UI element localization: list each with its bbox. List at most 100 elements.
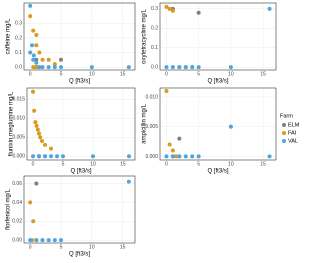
point: [170, 148, 175, 153]
point: [59, 57, 63, 62]
point: [37, 131, 41, 136]
x-tick-label: 10: [89, 71, 95, 77]
point: [34, 60, 39, 65]
point: [177, 154, 182, 159]
point: [52, 65, 57, 70]
x-tick-label: 5: [62, 161, 65, 167]
point: [177, 65, 182, 70]
x-tick-label: 0: [32, 161, 35, 167]
point: [174, 154, 179, 159]
point: [183, 154, 188, 159]
point: [59, 65, 63, 70]
y-tick-label: 0.0: [15, 64, 22, 70]
x-tick-label: 5: [197, 71, 200, 77]
point: [40, 57, 45, 62]
point: [126, 179, 131, 184]
panel-border: [26, 87, 136, 161]
legend-label: FAI: [288, 130, 297, 136]
y-axis-label: oxytetracycline mg/L: [142, 9, 148, 64]
x-tick-label: 0: [165, 161, 168, 167]
point: [46, 57, 51, 62]
point: [167, 142, 172, 147]
point: [190, 65, 195, 70]
point: [59, 238, 63, 243]
y-tick-label: 0.000: [145, 154, 158, 160]
x-tick-label: 10: [89, 244, 95, 250]
legend-label: VAL: [288, 138, 298, 144]
y-tick-label: 0.1: [15, 50, 22, 56]
y-tick-label: 0.2: [151, 26, 158, 32]
panel: [160, 88, 276, 160]
point: [30, 43, 35, 48]
y-tick-label: 0.00: [12, 237, 22, 243]
x-tick-label: 15: [120, 161, 126, 167]
x-tick-label: 10: [228, 71, 234, 77]
point: [32, 108, 37, 113]
point: [28, 3, 33, 8]
point: [28, 238, 33, 243]
legend-marker: [282, 123, 286, 127]
legend-title: Farm: [280, 113, 293, 119]
panel-border: [23, 2, 136, 71]
legend-marker: [282, 131, 286, 135]
y-tick-label: 0.04: [12, 200, 22, 206]
y-axis-label: caffeine mg/L: [6, 18, 12, 55]
point: [170, 65, 175, 70]
y-tick-label: 0.000: [12, 154, 25, 160]
legend-label: ELM: [288, 122, 300, 128]
x-axis-label: Q [ft3/s]: [70, 169, 91, 175]
point: [196, 154, 201, 159]
point: [55, 154, 59, 159]
x-tick-label: 0: [29, 244, 32, 250]
x-tick-label: 5: [60, 71, 63, 77]
panel: [27, 88, 135, 160]
y-tick-label: 0.0: [151, 64, 158, 70]
x-axis-label: Q [ft3/s]: [69, 252, 90, 258]
point: [31, 53, 36, 58]
x-tick-label: 15: [120, 71, 126, 77]
point: [183, 65, 188, 70]
point: [170, 154, 175, 159]
panel: [160, 3, 276, 70]
y-axis-label: flunixin meglumine mg/L: [9, 91, 15, 156]
point: [28, 14, 33, 19]
point: [33, 120, 38, 125]
point: [228, 124, 233, 129]
y-tick-label: 0.1: [151, 45, 158, 51]
point: [43, 142, 47, 147]
point: [196, 65, 201, 70]
point: [31, 154, 35, 159]
point: [52, 62, 57, 67]
point: [31, 219, 36, 224]
point: [49, 146, 53, 151]
point: [89, 65, 94, 70]
point: [164, 88, 169, 93]
x-tick-label: 15: [260, 71, 266, 77]
point: [46, 65, 51, 70]
point: [28, 200, 33, 205]
x-axis-label: Q [ft3/s]: [207, 169, 228, 175]
point: [31, 89, 35, 94]
point: [228, 65, 233, 70]
point: [35, 127, 40, 132]
y-axis-label: florfenicol mg/L: [6, 188, 12, 229]
x-tick-label: 15: [120, 244, 126, 250]
point: [34, 181, 39, 186]
panel-border: [159, 2, 277, 71]
x-tick-label: 10: [228, 161, 234, 167]
y-tick-label: 0.2: [15, 35, 22, 41]
x-axis-label: Q [ft3/s]: [69, 79, 90, 85]
x-tick-label: 0: [29, 71, 32, 77]
panel: [24, 176, 135, 243]
y-axis-label: ampicillin mg/L: [142, 104, 148, 144]
point: [49, 154, 53, 159]
point: [267, 154, 272, 159]
panel-border: [23, 175, 136, 244]
point: [267, 6, 272, 11]
point: [126, 65, 131, 70]
y-tick-label: 0.005: [12, 135, 25, 141]
y-tick-label: 0.3: [151, 6, 158, 12]
y-tick-label: 0.010: [145, 94, 158, 100]
y-tick-label: 0.015: [12, 97, 25, 103]
point: [37, 65, 42, 70]
